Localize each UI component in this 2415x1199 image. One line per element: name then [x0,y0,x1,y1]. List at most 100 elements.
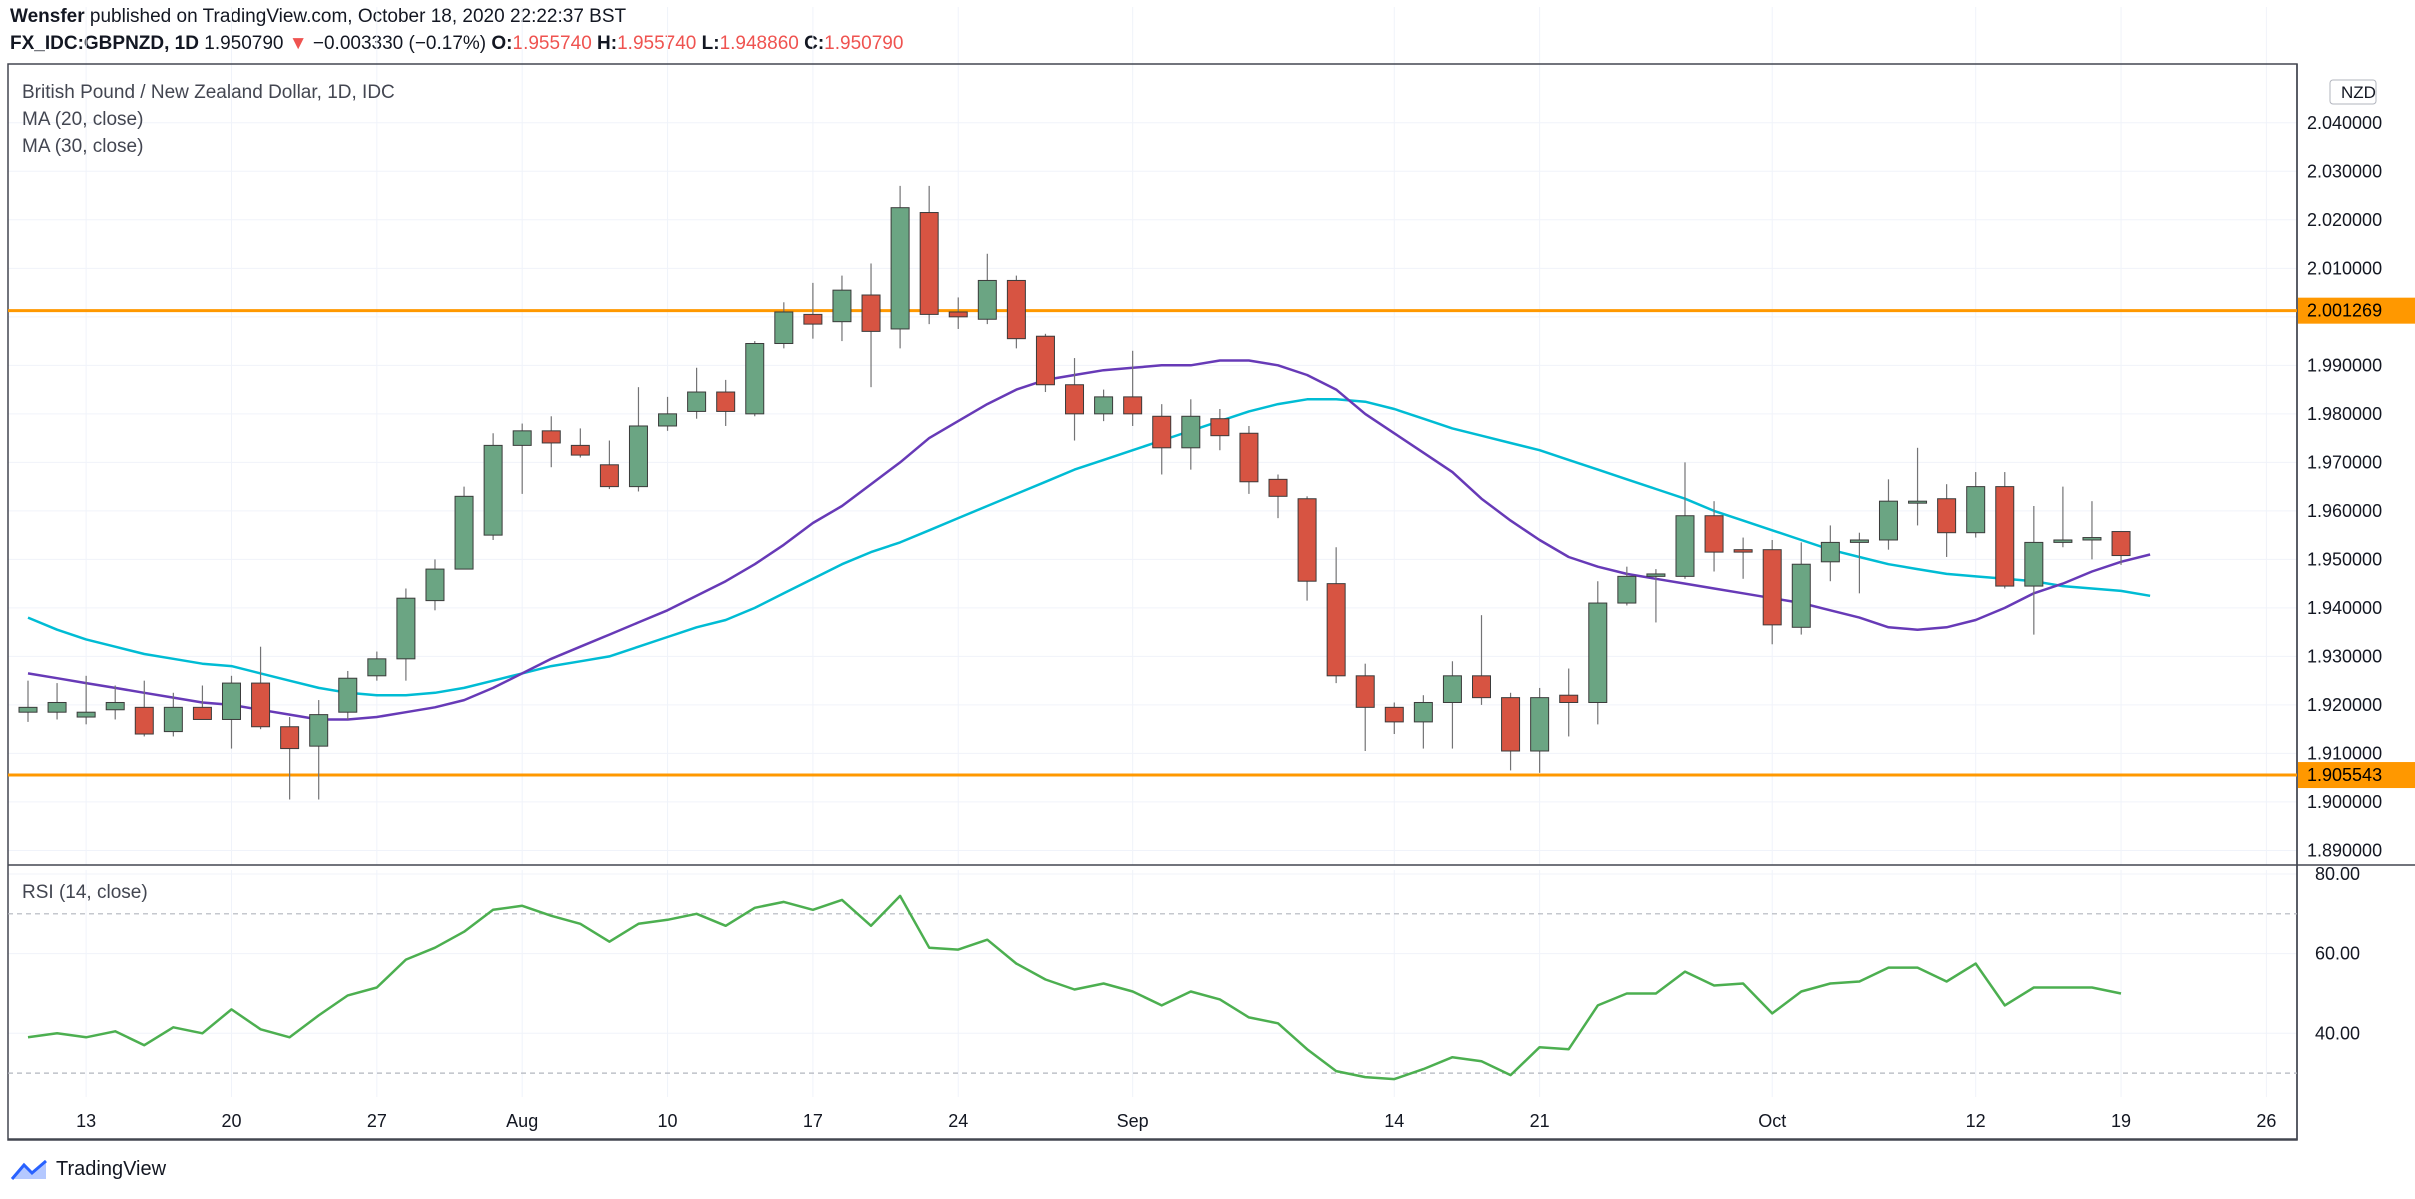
time-tick-label: Oct [1758,1111,1786,1131]
price-tick-label: 1.960000 [2307,501,2382,521]
candle-body [1035,335,1055,386]
time-tick-label: 17 [803,1111,823,1131]
candle [1065,358,1085,441]
candle-body [396,597,416,660]
candle-body [1355,675,1375,708]
candle-body [1966,486,1986,534]
candle [1908,447,1928,526]
candle-body [2024,541,2044,587]
price-tick-label: 1.890000 [2307,840,2382,860]
candle [2053,486,2073,548]
candle-body [221,682,241,720]
publisher-line: Wensfer published on TradingView.com, Oc… [10,6,626,28]
candle [425,559,445,611]
rsi-tick-label: 40.00 [2315,1023,2360,1043]
candle-body [1006,279,1026,340]
ma20-legend[interactable]: MA (20, close) [22,109,144,130]
time-tick-label: 20 [221,1111,241,1131]
down-arrow-icon: ▼ [288,33,308,54]
ma30-legend[interactable]: MA (30, close) [22,136,144,157]
candle-body [599,464,619,488]
candle [1472,615,1491,705]
price-tick-label: 2.040000 [2307,113,2382,133]
time-tick-label: 19 [2111,1111,2131,1131]
candle-body [1937,498,1957,534]
candle-body [1995,486,2015,587]
candle-body [948,311,968,318]
author-name[interactable]: Wensfer [10,6,85,27]
candle-body [1704,515,1724,553]
low-label: L: [701,33,720,54]
candle [1210,409,1230,451]
time-tick-label: 21 [1530,1111,1550,1131]
candle [105,685,125,720]
candle [1006,275,1026,349]
candle [1878,479,1898,550]
candle [832,275,852,342]
candle [803,282,823,339]
close-label: C: [804,33,825,54]
candle [1326,547,1346,684]
price-tick-label: 2.020000 [2307,210,2382,230]
price-tick-label: 1.900000 [2307,792,2382,812]
candle [1995,472,2015,589]
candle-body [1588,602,1608,703]
candle [163,692,183,737]
candle [18,680,38,722]
candle [716,379,736,426]
open-label: O: [491,33,513,54]
candle [570,428,590,458]
candle [1675,462,1695,579]
price-tick-label: 2.010000 [2307,258,2382,278]
candle-body [251,682,271,728]
level-price-label: 2.001269 [2307,301,2382,321]
candle-body [192,706,212,720]
level-price-box [2298,297,2415,324]
price-tick-label: 1.920000 [2307,695,2382,715]
tradingview-logo[interactable]: TradingView [10,1158,166,1181]
price-tick-label: 1.910000 [2307,743,2382,763]
candle-body [541,430,561,444]
candle [367,651,387,681]
time-tick-label: Aug [506,1111,538,1131]
candle [1820,525,1840,582]
candle-body [1065,384,1085,415]
rsi-legend[interactable]: RSI (14, close) [22,882,148,903]
ohlc-line: FX_IDC:GBPNZD, 1D 1.950790 ▼ −0.003330 (… [10,33,903,55]
candle [1646,569,1666,623]
candle-body [454,495,474,570]
candle [1849,532,1869,594]
candle [1530,687,1550,773]
candle [1268,474,1288,519]
candle-body [1820,541,1840,563]
candle-body [1442,675,1462,703]
candle [1762,539,1782,645]
candle-body [1617,575,1637,604]
candle-body [1762,549,1782,626]
last-price: 1.950790 [204,33,284,54]
candle [658,396,678,431]
candle [1152,404,1172,475]
high-value: 1.955740 [617,33,697,54]
candle-body [1559,694,1579,703]
candle [483,433,503,540]
candle-body [105,701,125,711]
candle-body [1646,573,1666,577]
rsi-tick-label: 80.00 [2315,864,2360,884]
candle [454,486,474,570]
candle-body [716,391,736,412]
candle [861,263,881,388]
candle-body [1413,701,1433,723]
candle-body [1094,396,1114,415]
candle [134,680,154,737]
candle-body [338,677,358,713]
candle-body [2053,539,2073,543]
candle [599,440,619,490]
time-tick-label: 14 [1384,1111,1404,1131]
candle [1442,661,1462,749]
price-tick-label: 1.940000 [2307,598,2382,618]
candle-body [1908,500,1928,504]
candle-body [309,714,329,747]
candle-body [425,568,445,602]
